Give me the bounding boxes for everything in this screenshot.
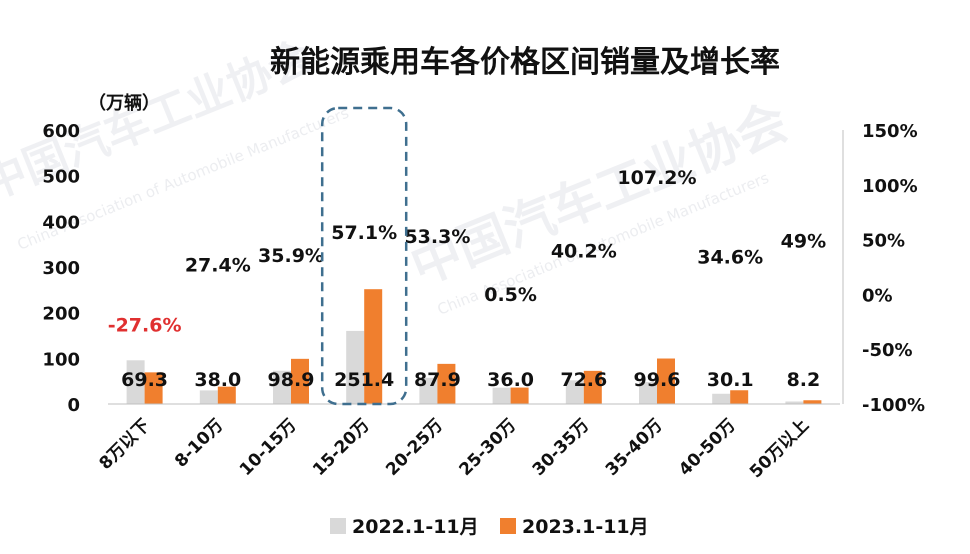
value-label: 36.0 [487, 369, 534, 391]
growth-label: 34.6% [697, 246, 763, 268]
bar-2023 [657, 358, 675, 404]
growth-label: 0.5% [484, 284, 537, 306]
y-tick-label: 200 [42, 304, 80, 325]
category-label: 40-50万 [675, 415, 740, 480]
growth-label: 40.2% [551, 240, 617, 262]
value-label: 72.6 [560, 369, 607, 391]
value-label: 251.4 [334, 369, 394, 391]
growth-label: -27.6% [108, 315, 182, 337]
bar-2022 [492, 387, 511, 404]
legend-label-2022: 2022.1-11月 [352, 516, 479, 538]
category-label: 8-10万 [171, 415, 227, 471]
legend-swatch-2022 [330, 518, 346, 534]
bar-2022 [712, 393, 731, 404]
value-labels: 69.3 38.0 98.9 251.4 87.9 36.0 72.6 99.6 30.1 8.2 [121, 369, 820, 391]
value-label: 8.2 [787, 369, 821, 391]
value-label: 69.3 [121, 369, 168, 391]
growth-label: 27.4% [185, 254, 251, 276]
growth-label: 53.3% [404, 226, 470, 248]
category-label: 50万以上 [746, 415, 813, 482]
bar-2023 [803, 400, 822, 404]
value-label: 99.6 [634, 369, 681, 391]
bar-2023 [730, 390, 749, 404]
legend: 2022.1-11月 2023.1-11月 [330, 516, 649, 538]
growth-labels: -27.6% 27.4% 35.9% 57.1% 53.3% 0.5% 40.2% 107.2… [108, 167, 826, 337]
y2-axis: 150% 100% 50% 0% -50% -100% [862, 121, 925, 416]
bar-2022 [273, 370, 291, 404]
value-label: 87.9 [414, 369, 461, 391]
legend-label-2023: 2023.1-11月 [522, 516, 649, 538]
bar-2022 [346, 330, 365, 404]
bar-2022 [565, 380, 584, 404]
y2-tick-label: 0% [862, 285, 893, 306]
bar-2022 [126, 360, 145, 404]
growth-label: 35.9% [258, 245, 324, 267]
highlight-box [320, 106, 408, 406]
y-axis: 600 500 400 300 200 100 0 [42, 121, 80, 416]
bar-2023 [437, 363, 456, 404]
chart-title: 新能源乘用车各价格区间销量及增长率 [270, 45, 780, 80]
category-label: 20-25万 [382, 415, 447, 480]
growth-label: 49% [781, 231, 826, 253]
y-tick-label: 400 [42, 212, 80, 233]
growth-label: 57.1% [331, 222, 397, 244]
bar-2022 [639, 382, 657, 404]
category-label: 15-20万 [309, 415, 374, 480]
bar-2023 [217, 386, 236, 404]
y2-tick-label: 100% [862, 176, 918, 197]
bar-2023 [510, 387, 529, 404]
bars [126, 289, 822, 404]
category-labels: 8万以下 8-10万 10-15万 15-20万 20-25万 25-30万 30-35万 3… [96, 415, 813, 482]
y2-tick-label: -50% [862, 340, 913, 361]
y2-tick-label: 150% [862, 121, 918, 142]
bar-2023 [583, 370, 602, 404]
bar-2023 [144, 372, 163, 404]
category-label: 10-15万 [236, 415, 301, 480]
y-tick-label: 0 [67, 395, 80, 416]
growth-label: 107.2% [617, 167, 696, 189]
value-label: 38.0 [194, 369, 241, 391]
category-label: 35-40万 [602, 415, 667, 480]
value-label: 98.9 [268, 369, 315, 391]
y-tick-label: 600 [42, 121, 80, 142]
y-tick-label: 300 [42, 258, 80, 279]
legend-swatch-2023 [500, 518, 516, 534]
bar-2022 [199, 390, 218, 404]
bar-2022 [419, 377, 438, 404]
y-tick-label: 100 [42, 349, 80, 370]
bar-2023 [364, 289, 383, 404]
y-tick-label: 500 [42, 167, 80, 188]
bar-2022 [785, 401, 804, 404]
y2-tick-label: -100% [862, 395, 925, 416]
bar-2023 [291, 358, 309, 404]
y2-tick-label: 50% [862, 231, 905, 252]
y-axis-unit: （万辆） [88, 92, 160, 114]
category-label: 8万以下 [96, 415, 155, 474]
value-label: 30.1 [707, 369, 754, 391]
category-label: 25-30万 [456, 415, 521, 480]
category-label: 30-35万 [529, 415, 594, 480]
